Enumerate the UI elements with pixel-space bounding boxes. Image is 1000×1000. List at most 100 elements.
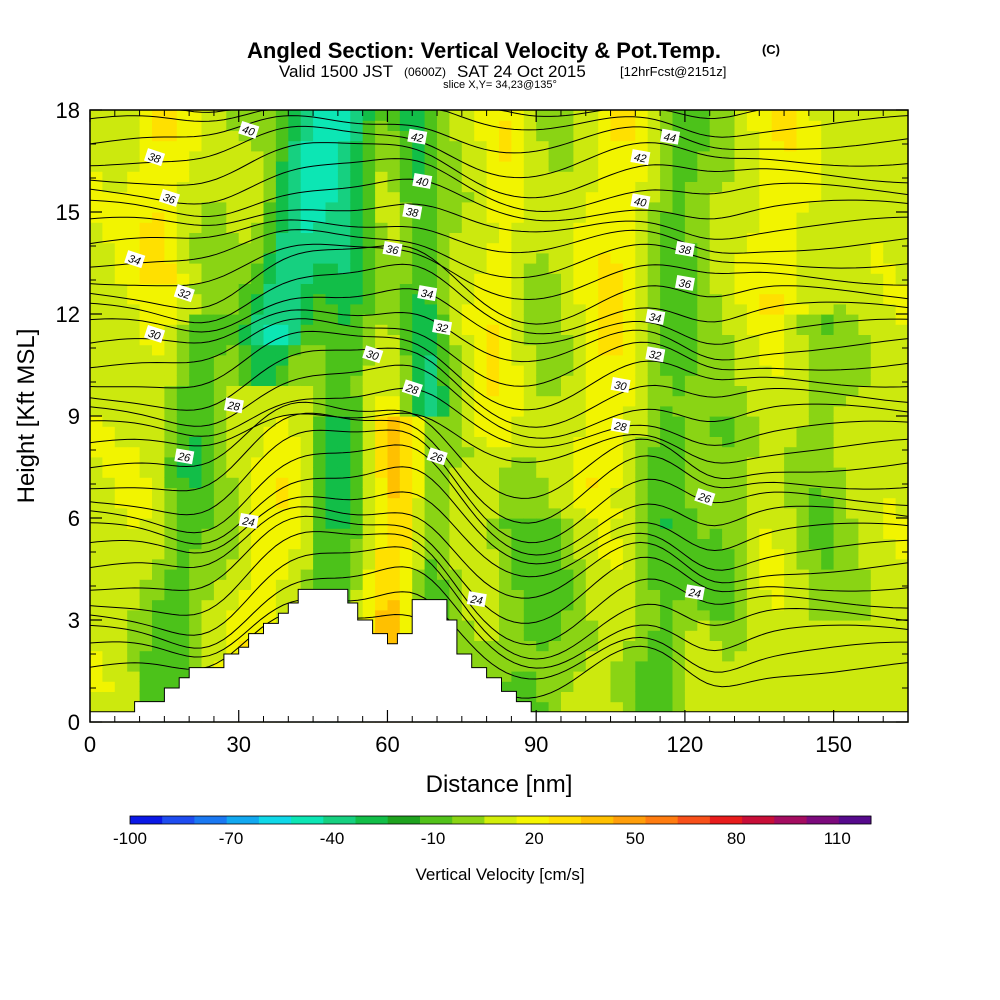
contour-label-text: 42 — [633, 152, 647, 166]
contour-label: 30 — [362, 345, 384, 364]
contour-label-text: 28 — [226, 400, 242, 414]
y-tick-label: 3 — [68, 608, 80, 633]
colorbar-swatch — [516, 816, 550, 824]
y-tick-label: 15 — [56, 200, 80, 225]
contour-label: 34 — [645, 308, 666, 325]
contour-label-text: 34 — [648, 311, 662, 325]
contour-label-box — [432, 319, 453, 336]
contour-label-box — [630, 193, 651, 210]
contour-label-text: 38 — [405, 206, 420, 220]
contour-label: 32 — [645, 346, 666, 363]
contour-label-box — [674, 274, 695, 291]
colorbar-swatch — [484, 816, 518, 824]
colorbar-swatch — [709, 816, 743, 824]
colorbar-swatch — [613, 816, 646, 824]
colorbar-swatch — [838, 816, 872, 824]
contour-label-text: 40 — [415, 175, 430, 189]
colorbar-swatch — [548, 816, 582, 824]
y-axis-title: Height [Kft MSL] — [13, 329, 40, 504]
colorbar-tick-label: -40 — [320, 829, 345, 848]
valid-date-text: SAT 24 Oct 2015 — [457, 62, 586, 81]
colorbar-tick-label: -100 — [113, 829, 147, 848]
contour-label: 38 — [674, 240, 695, 258]
contour-label-box — [223, 397, 244, 414]
contour-label-box — [173, 284, 195, 303]
contour-label: 34 — [124, 250, 146, 269]
contour-label-text: 34 — [420, 288, 434, 302]
contour-label: 30 — [610, 376, 631, 394]
contour-label-text: 42 — [410, 131, 424, 145]
contour-label: 42 — [630, 149, 651, 166]
contour-label-text: 26 — [696, 491, 713, 507]
colorbar-frame — [129, 815, 872, 825]
contour-label: 24 — [466, 591, 487, 608]
colorbar-tick-label: -10 — [421, 829, 446, 848]
contour-label: 28 — [610, 417, 631, 434]
contour-label: 28 — [401, 379, 423, 398]
contour-label-text: 36 — [385, 243, 400, 257]
contour-label-text: 24 — [687, 587, 702, 601]
contour-label-box — [407, 128, 428, 145]
contour-label: 34 — [417, 285, 438, 302]
colorbar-swatch — [806, 816, 840, 824]
contour-label-box — [143, 324, 166, 343]
colorbar-swatch — [162, 816, 195, 824]
contour-label-text: 34 — [127, 253, 142, 268]
x-axis-title: Distance [nm] — [426, 771, 573, 798]
contour-label: 30 — [143, 324, 166, 343]
forecast-text: [12hrFcst@2151z] — [620, 64, 726, 79]
colorbar-swatch — [258, 816, 292, 824]
contour-label-text: 30 — [146, 328, 162, 343]
contour-labels: 40 42 44 38 40 42 36 38 40 34 36 38 32 34 36 30 32 34 30 32… — [124, 120, 716, 608]
colorbar-swatch — [581, 816, 614, 824]
contour-label: 36 — [158, 188, 181, 207]
slice-text: slice X,Y= 34,23@135° — [443, 79, 557, 91]
contour-label: 26 — [694, 488, 716, 507]
contour-label-text: 44 — [663, 131, 677, 145]
contour-label-box — [466, 591, 487, 608]
x-tick-label: 60 — [375, 732, 399, 757]
contour-label-box — [645, 346, 666, 363]
contour-label-text: 32 — [435, 322, 449, 336]
contour-label-text: 26 — [428, 450, 445, 466]
x-tick-label: 30 — [226, 732, 250, 757]
contour-label-box — [610, 417, 631, 434]
contour-label-text: 32 — [176, 287, 191, 302]
contour-label-text: 28 — [403, 382, 420, 398]
contour-label-box — [694, 488, 716, 507]
colorbar-swatch — [742, 816, 775, 824]
contour-label-box — [684, 584, 705, 601]
colorbar-swatch — [387, 816, 421, 824]
colorbar-swatch — [677, 816, 711, 824]
contour-label-text: 30 — [365, 348, 381, 363]
colorbar-tick-label: 110 — [824, 829, 851, 848]
colorbar-swatch — [452, 816, 485, 824]
contour-label-box — [645, 308, 666, 325]
contour-label-text: 24 — [468, 593, 483, 607]
x-tick-label: 150 — [815, 732, 852, 757]
contour-label-box — [158, 188, 181, 207]
contour-label-text: 24 — [240, 515, 255, 529]
contour-label-text: 38 — [146, 151, 162, 166]
x-tick-label: 120 — [667, 732, 704, 757]
colorbar-title: Vertical Velocity [cm/s] — [415, 865, 584, 884]
colorbar-tick-label: 50 — [626, 829, 645, 848]
contour-label-box — [630, 149, 651, 166]
contour-label: 24 — [684, 584, 705, 601]
colorbar-swatch — [774, 816, 807, 824]
contour-label: 26 — [174, 448, 195, 465]
colorbar-swatch — [645, 816, 679, 824]
contour-label-box — [143, 148, 166, 167]
utc-time-text: (0600Z) — [404, 65, 446, 79]
y-tick-label: 18 — [56, 98, 80, 123]
contour-label-box — [124, 250, 146, 269]
contour-label: 40 — [238, 120, 260, 139]
y-tick-label: 9 — [68, 404, 80, 429]
contour-label-text: 36 — [161, 192, 177, 207]
contour-label: 36 — [674, 274, 695, 292]
contour-label: 36 — [382, 240, 403, 258]
contour-label-box — [238, 120, 260, 139]
contour-label: 38 — [143, 148, 166, 167]
y-tick-label: 12 — [56, 302, 80, 327]
